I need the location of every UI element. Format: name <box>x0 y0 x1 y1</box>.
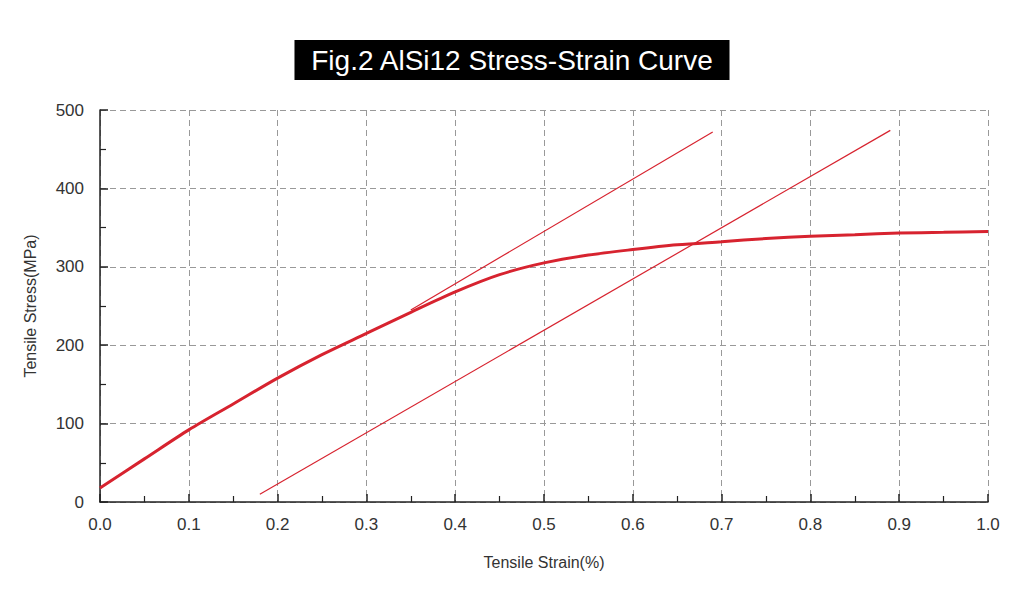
svg-text:0.1: 0.1 <box>177 515 201 534</box>
svg-text:200: 200 <box>56 336 84 355</box>
svg-text:Tensile Strain(%): Tensile Strain(%) <box>484 554 605 571</box>
svg-text:Fig.2 AlSi12 Stress-Strain Cur: Fig.2 AlSi12 Stress-Strain Curve <box>311 45 713 76</box>
svg-text:Tensile Stress(MPa): Tensile Stress(MPa) <box>22 234 39 377</box>
svg-text:0: 0 <box>75 493 84 512</box>
svg-text:0.9: 0.9 <box>887 515 911 534</box>
svg-text:0.6: 0.6 <box>621 515 645 534</box>
svg-text:0.3: 0.3 <box>355 515 379 534</box>
svg-text:0.5: 0.5 <box>532 515 556 534</box>
svg-text:1.0: 1.0 <box>976 515 1000 534</box>
svg-text:0.0: 0.0 <box>88 515 112 534</box>
svg-text:300: 300 <box>56 257 84 276</box>
svg-text:400: 400 <box>56 179 84 198</box>
svg-text:0.7: 0.7 <box>710 515 734 534</box>
svg-text:0.4: 0.4 <box>443 515 467 534</box>
svg-text:0.8: 0.8 <box>799 515 823 534</box>
svg-text:0.2: 0.2 <box>266 515 290 534</box>
svg-text:500: 500 <box>56 101 84 120</box>
svg-text:100: 100 <box>56 414 84 433</box>
